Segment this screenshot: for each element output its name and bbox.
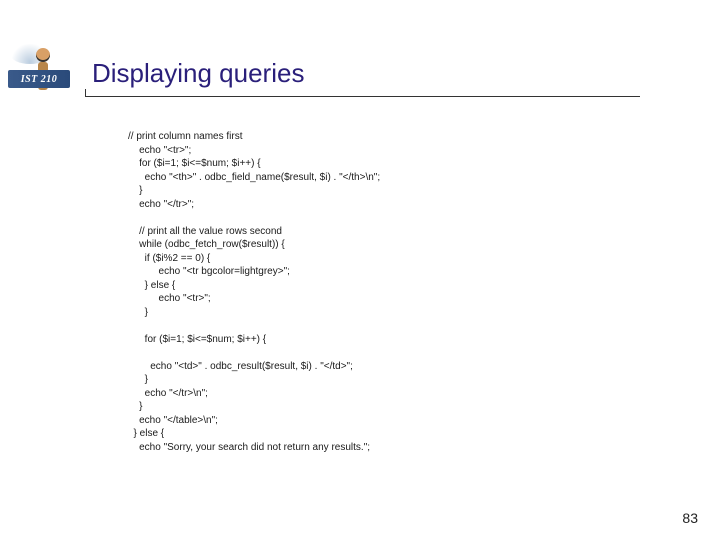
code-text: // print column names first echo "<tr>";…	[128, 131, 380, 453]
logo-label: IST 210	[21, 74, 58, 85]
code-block: // print column names first echo "<tr>";…	[128, 130, 648, 454]
page-number: 83	[682, 510, 698, 526]
logo: IST 210	[8, 48, 78, 108]
title-rule-tick	[85, 89, 86, 96]
logo-badge: IST 210	[8, 70, 70, 88]
slide-title: Displaying queries	[92, 58, 304, 89]
title-rule	[85, 96, 640, 97]
